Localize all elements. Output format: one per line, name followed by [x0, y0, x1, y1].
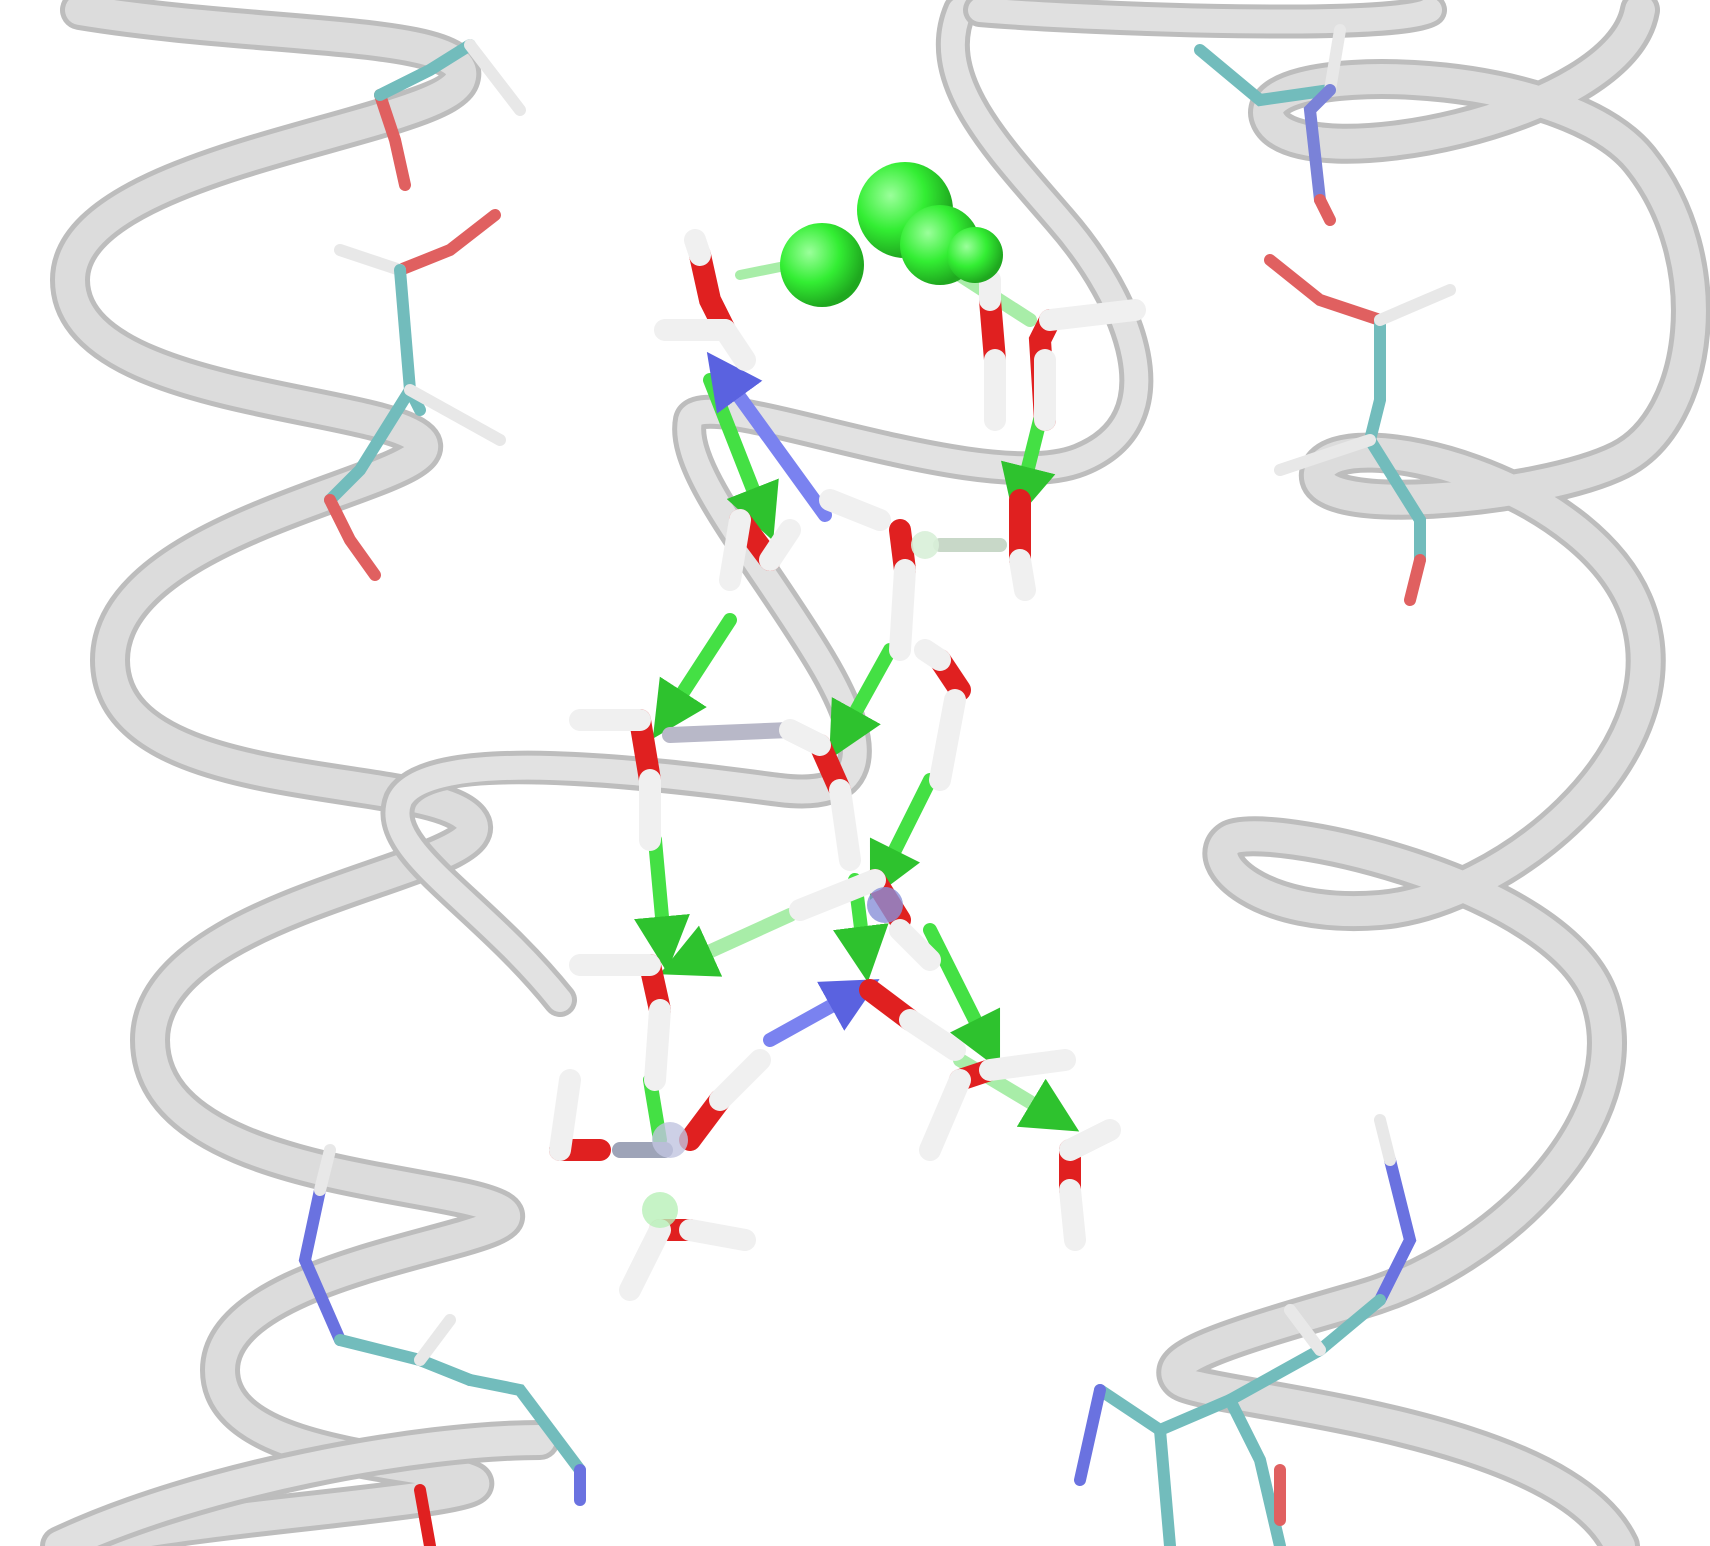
sphere-icon	[780, 223, 864, 307]
residue-sticks	[298, 24, 1456, 1546]
sphere-icon	[947, 227, 1003, 283]
protein-ribbon-right	[963, 0, 1710, 1546]
bond-nodes	[642, 531, 939, 1228]
protein-ribbon-center	[380, 0, 1154, 1017]
protein-ribbon-left	[40, 0, 560, 1546]
ion-spheres	[780, 162, 1003, 307]
water-molecules	[549, 229, 1146, 1301]
